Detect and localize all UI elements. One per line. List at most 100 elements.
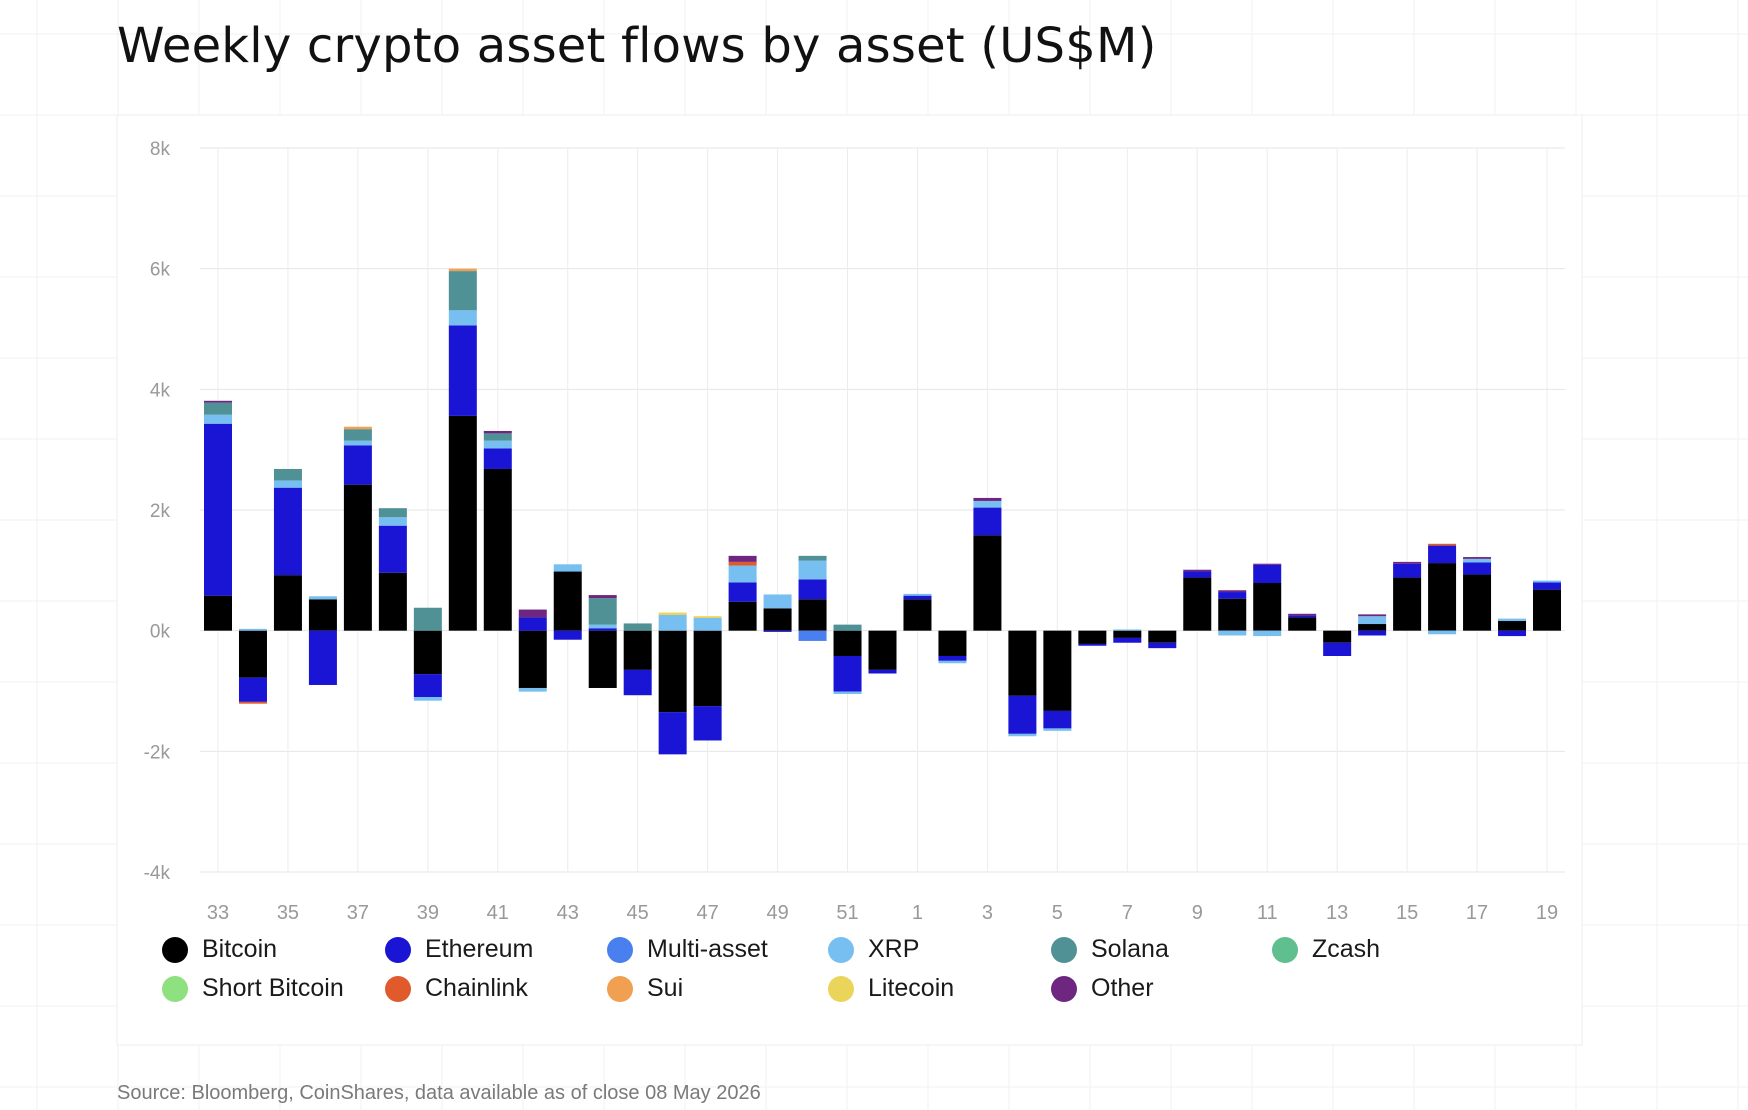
x-tick-label: 7 bbox=[1122, 902, 1133, 924]
bar-segment-xrp bbox=[938, 660, 967, 664]
bar-segment-xrp bbox=[833, 691, 862, 695]
bar-segment-ethereum bbox=[833, 656, 862, 692]
bar-segment-ethereum bbox=[448, 325, 477, 416]
bar-segment-xrp bbox=[798, 560, 827, 580]
bar-segment-solana bbox=[833, 624, 862, 631]
bar-segment-litecoin bbox=[693, 616, 722, 618]
bar-segment-bitcoin bbox=[378, 572, 407, 631]
bar-segment-other bbox=[1253, 563, 1282, 565]
bar-segment-ethereum bbox=[1253, 564, 1282, 584]
bar-segment-xrp bbox=[1008, 733, 1037, 737]
bar-segment-xrp bbox=[658, 614, 687, 631]
bar-segment-bitcoin bbox=[1393, 577, 1422, 631]
bar-segment-bitcoin bbox=[903, 599, 932, 631]
legend-label: Ethereum bbox=[425, 935, 534, 963]
bar-segment-sui bbox=[343, 426, 372, 430]
bar-segment-bitcoin bbox=[343, 484, 372, 631]
bar-segment-ethereum bbox=[903, 595, 932, 600]
bar-segment-other bbox=[1393, 561, 1422, 564]
bar-segment-xrp bbox=[204, 414, 232, 424]
legend-item-xrp: XRP bbox=[828, 935, 919, 964]
bar-segment-other bbox=[973, 497, 1002, 501]
bar-segment-chainlink bbox=[1428, 543, 1457, 546]
bar-segment-other bbox=[1358, 614, 1387, 617]
y-tick-label: 0k bbox=[150, 622, 171, 643]
bar-segment-ethereum bbox=[658, 712, 687, 755]
bar-segment-bitcoin bbox=[273, 575, 302, 631]
bar-segment-litecoin bbox=[658, 612, 687, 615]
chart-title: Weekly crypto asset flows by asset (US$M… bbox=[117, 18, 1157, 74]
bar-segment-sui bbox=[448, 268, 477, 272]
legend-label: Other bbox=[1091, 974, 1154, 1002]
bar-segment-ethereum bbox=[1218, 592, 1247, 599]
bar-segment-other bbox=[728, 555, 757, 562]
bar-segment-xrp bbox=[238, 628, 267, 631]
bar-segment-xrp bbox=[973, 500, 1002, 508]
bar-segment-solana bbox=[623, 623, 652, 631]
bar-segment-ethereum bbox=[518, 617, 547, 631]
bar-segment-bitcoin bbox=[553, 571, 582, 631]
bar-segment-bitcoin bbox=[1148, 630, 1177, 643]
bar-segment-xrp bbox=[1533, 580, 1561, 583]
bar-segment-xrp bbox=[1218, 630, 1247, 636]
legend-item-chainlink: Chainlink bbox=[385, 974, 528, 1003]
bar-segment-other bbox=[588, 595, 617, 599]
bar-segment-ethereum bbox=[1113, 637, 1142, 643]
bar-segment-bitcoin bbox=[448, 415, 477, 631]
bar-segment-ethereum bbox=[308, 630, 337, 685]
bar-segment-other bbox=[483, 430, 512, 434]
bar-segment-bitcoin bbox=[1183, 577, 1212, 631]
y-tick-label: -4k bbox=[144, 863, 171, 884]
legend-swatch bbox=[607, 936, 633, 963]
bar-segment-bitcoin bbox=[518, 630, 547, 688]
x-tick-label: 37 bbox=[347, 902, 369, 924]
bar-segment-other bbox=[518, 609, 547, 618]
bar-segment-ethereum bbox=[1323, 642, 1352, 657]
bar-segment-solana bbox=[483, 433, 512, 441]
bar-segment-ethereum bbox=[728, 582, 757, 602]
bar-segment-xrp bbox=[413, 697, 442, 701]
bar-segment-solana bbox=[448, 271, 477, 311]
bar-segment-xrp bbox=[308, 596, 337, 600]
legend-item-ethereum: Ethereum bbox=[385, 935, 533, 964]
legend-label: Multi-asset bbox=[647, 935, 768, 963]
bar-segment-chainlink bbox=[728, 561, 757, 566]
x-tick-label: 41 bbox=[487, 902, 509, 924]
y-tick-label: 6k bbox=[150, 260, 171, 281]
bar-segment-ethereum bbox=[588, 628, 617, 631]
legend-label: Zcash bbox=[1312, 935, 1381, 963]
x-tick-label: 15 bbox=[1396, 902, 1418, 924]
bar-segment-xrp bbox=[553, 564, 582, 572]
x-tick-label: 5 bbox=[1052, 902, 1063, 924]
bar-segment-xrp bbox=[343, 440, 372, 446]
bar-segment-other bbox=[1218, 590, 1247, 593]
legend-label: Solana bbox=[1091, 935, 1169, 963]
bar-segment-ethereum bbox=[973, 507, 1002, 536]
bar-segment-ethereum bbox=[378, 525, 407, 573]
bar-segment-bitcoin bbox=[1323, 630, 1352, 643]
bar-segment-bitcoin bbox=[868, 630, 897, 670]
x-tick-label: 43 bbox=[557, 902, 579, 924]
bar-segment-ethereum bbox=[1288, 615, 1317, 618]
bar-segment-xrp bbox=[1428, 630, 1457, 635]
bar-segment-xrp bbox=[1253, 630, 1282, 637]
bar-segment-bitcoin bbox=[1428, 563, 1457, 631]
x-tick-label: 45 bbox=[627, 902, 649, 924]
legend-item-other: Other bbox=[1051, 974, 1154, 1003]
legend-item-litecoin: Litecoin bbox=[828, 974, 954, 1003]
bar-segment-solana bbox=[588, 598, 617, 625]
bar-segment-ethereum bbox=[763, 630, 792, 632]
legend-swatch bbox=[1051, 975, 1077, 1002]
bar-segment-xrp bbox=[693, 617, 722, 631]
bar-segment-bitcoin bbox=[693, 630, 722, 707]
bar-segment-ethereum bbox=[343, 445, 372, 485]
bar-segment-solana bbox=[204, 402, 232, 415]
y-tick-label: 2k bbox=[150, 501, 171, 522]
legend-swatch bbox=[828, 936, 854, 963]
x-tick-label: 33 bbox=[207, 902, 229, 924]
bar-segment-solana bbox=[378, 508, 407, 518]
bar-segment-bitcoin bbox=[938, 630, 967, 657]
bar-segment-ethereum bbox=[1078, 643, 1107, 646]
bar-segment-bitcoin bbox=[1218, 598, 1247, 631]
